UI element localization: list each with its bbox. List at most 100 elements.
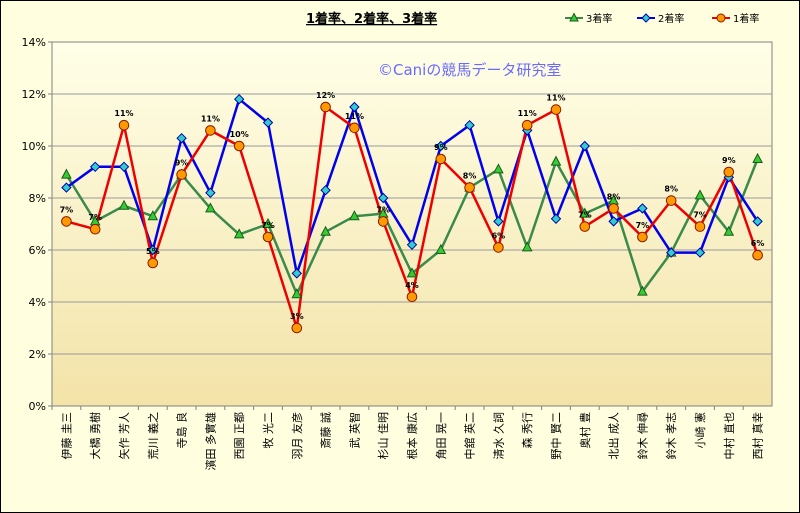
watermark: ©Caniの競馬データ研究室 [378,61,561,79]
legend-label: 1着率 [733,12,759,25]
data-label: 9% [434,143,448,152]
x-tick-label: 伊藤 圭三 [60,412,73,460]
data-point [493,216,504,227]
data-point [262,117,274,128]
data-point [464,119,475,131]
x-axis: 伊藤 圭三 大橋 勇樹 矢作 芳人 荒川 義之 寺島 良濱田 多實雄 西園 正都 牧 光二 羽… [51,406,765,471]
x-tick-label: 清水 久詞 [492,412,505,460]
x-tick-label: 大橋 勇樹 [88,412,102,460]
x-tick-label: 杉山 佳明 [376,412,390,460]
data-point [291,268,303,279]
x-tick-label: 根本 康広 [405,412,419,460]
data-label: 7% [60,205,74,214]
legend-marker [716,13,726,23]
data-point [550,155,562,166]
data-point [233,93,245,105]
data-point [752,216,763,227]
x-tick-label: 牧 光二 [261,412,275,449]
data-point [205,125,216,136]
data-label: 3% [290,312,304,321]
x-tick-label: 森 秀行 [520,412,534,449]
x-tick-label: 西園 正都 [233,412,246,460]
data-point [377,216,389,227]
data-point [233,140,245,152]
data-point [262,217,274,228]
data-labels: 7% 7% 11% 5% 9% 11% 10% 7% 3% 12% 11% 7% 4% 9% 8% 6% 11%… [60,91,765,321]
y-tick-label: 0% [29,400,46,413]
y-tick-label: 8% [29,192,46,205]
x-tick-label: 羽月 友彦 [290,412,304,460]
data-point [406,239,418,251]
data-label: 8% [463,172,477,181]
data-point [694,247,706,258]
x-tick-label: 角田 晃一 [435,412,448,460]
data-point [377,192,389,204]
x-tick-label: 濱田 多實雄 [203,412,217,471]
data-point [320,225,331,236]
data-point [665,247,677,258]
data-label: 8% [607,192,621,201]
data-point [435,140,447,152]
data-point [205,187,216,199]
data-label: 7% [636,221,650,230]
data-label: 7% [693,211,707,220]
data-label: 7% [578,211,592,220]
data-label: 7% [261,221,275,230]
data-point [320,184,331,196]
x-tick-label: 北出 成人 [607,412,621,460]
data-point [694,189,706,200]
data-label: 10% [230,130,249,139]
data-point [320,101,331,113]
data-point [118,161,130,173]
data-point [349,101,360,113]
legend-label: 2着率 [658,12,684,25]
data-point [435,153,447,165]
data-point [579,221,591,232]
data-point [637,203,648,214]
x-tick-label: 中舘 英二 [463,412,477,460]
data-point [637,231,648,243]
data-label: 6% [492,231,506,240]
y-tick-label: 14% [22,36,46,49]
x-tick-label: 鈴木 伸尋 [635,412,649,460]
data-point [550,213,562,225]
x-tick-label: 斎藤 誠 [319,412,333,449]
data-label: 6% [751,239,765,248]
data-point [406,291,418,303]
y-tick-label: 2% [29,348,46,361]
data-point [147,257,159,269]
data-point [349,122,360,134]
x-tick-label: 寺島 良 [175,412,189,449]
data-point [176,169,187,180]
data-label: 9% [175,159,189,168]
x-tick-label: 鈴木 孝志 [664,412,678,460]
data-label: 9% [722,156,736,165]
data-point [176,132,187,144]
x-tick-label: 矢作 芳人 [117,412,131,460]
data-point [665,195,677,206]
legend-marker [641,13,651,23]
data-label: 11% [201,114,220,123]
data-point [608,216,619,227]
data-point [493,242,504,253]
data-point [521,241,533,252]
data-point [118,119,130,131]
chart-title: 1着率、2着率、3着率 [306,11,437,27]
x-tick-label: 奥村 豊 [578,412,592,449]
data-point [752,249,763,261]
x-tick-label: 小崎 憲 [693,412,707,449]
data-point [637,285,648,296]
data-point [493,163,504,174]
data-label: 11% [114,109,133,118]
data-label: 5% [146,247,160,256]
data-label: 11% [345,112,364,121]
data-point [233,228,245,239]
legend: 3着率 2着率 1着率 [565,12,759,25]
data-label: 11% [546,94,565,103]
data-point [61,216,72,227]
data-point [89,223,101,235]
data-point [435,243,447,254]
data-point [61,182,72,193]
data-point [262,231,274,243]
x-tick-label: 西村 真幸 [751,412,765,460]
